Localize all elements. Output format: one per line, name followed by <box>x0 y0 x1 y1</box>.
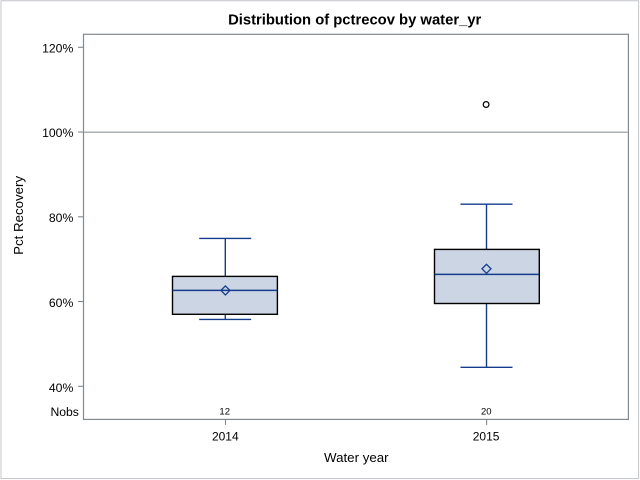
svg-text:2014: 2014 <box>212 430 239 444</box>
svg-text:Nobs: Nobs <box>50 405 78 419</box>
svg-text:120%: 120% <box>42 41 73 55</box>
svg-text:100%: 100% <box>42 126 73 140</box>
svg-text:20: 20 <box>481 406 492 417</box>
svg-text:60%: 60% <box>49 296 74 310</box>
svg-text:Pct Recovery: Pct Recovery <box>11 176 26 255</box>
svg-text:2015: 2015 <box>473 430 500 444</box>
svg-text:80%: 80% <box>49 211 74 225</box>
svg-text:Distribution of pctrecov by wa: Distribution of pctrecov by water_yr <box>228 13 481 29</box>
svg-text:12: 12 <box>219 406 230 417</box>
svg-text:40%: 40% <box>49 381 74 395</box>
svg-text:Water year: Water year <box>324 450 389 465</box>
